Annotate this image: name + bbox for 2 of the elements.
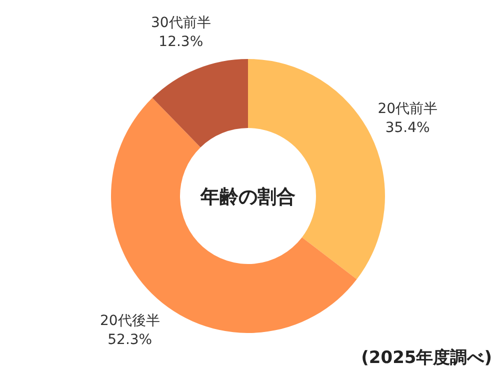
- text: (2025年度調べ): [361, 348, 492, 368]
- text: 年齢の割合: [200, 186, 296, 208]
